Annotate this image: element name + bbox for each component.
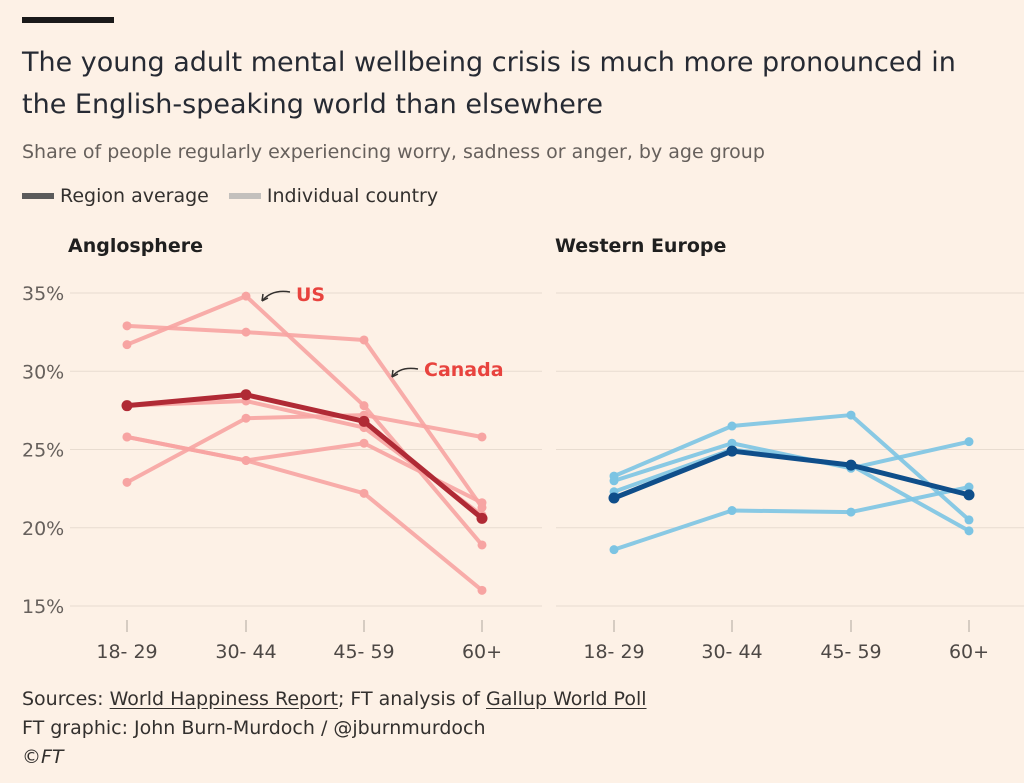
- anglosphere-panel-title: Anglosphere: [68, 235, 203, 257]
- anglosphere-country-point: [241, 327, 251, 337]
- ft-top-bar: [22, 17, 114, 23]
- y-tick-label: 15%: [22, 596, 64, 618]
- anglosphere-average-point: [240, 389, 252, 401]
- anglosphere-x-tick-label: 30- 44: [215, 641, 276, 663]
- canada-annotation-arrowhead: [391, 369, 399, 378]
- sources-line: Sources: World Happiness Report; FT anal…: [22, 685, 647, 714]
- anglosphere-x-tick-label: 18- 29: [96, 641, 157, 663]
- legend: Region average Individual country: [22, 185, 458, 207]
- anglosphere-country-point: [359, 438, 369, 448]
- canada-annotation-label: Canada: [424, 359, 504, 381]
- chart-subtitle: Share of people regularly experiencing w…: [22, 141, 765, 163]
- canada-annotation-arrow: [391, 367, 419, 378]
- y-tick-label: 35%: [22, 283, 64, 305]
- us-annotation-arrow: [261, 290, 291, 302]
- western-europe-country-line-3: [612, 447, 971, 533]
- copyright: ©FT: [22, 746, 64, 768]
- legend-item-region-average: Region average: [22, 185, 209, 207]
- western-europe-x-tick-label: 30- 44: [701, 641, 762, 663]
- legend-swatch-region: [22, 193, 54, 199]
- anglosphere-average-point: [358, 415, 370, 427]
- us-annotation-label: US: [296, 284, 325, 306]
- legend-swatch-country: [228, 193, 261, 199]
- anglosphere-country-point: [359, 335, 369, 345]
- western-europe-average-point: [845, 459, 857, 471]
- footer: Sources: World Happiness Report; FT anal…: [22, 685, 647, 772]
- anglosphere-country-point: [477, 498, 487, 508]
- anglosphere-country-point: [122, 432, 132, 442]
- western-europe-country-point: [727, 438, 737, 448]
- anglosphere-x-tick-label: 45- 59: [333, 641, 394, 663]
- legend-label-country: Individual country: [266, 185, 439, 207]
- source-link-gallup[interactable]: Gallup World Poll: [486, 688, 647, 710]
- source-link-world-happiness[interactable]: World Happiness Report: [109, 688, 338, 710]
- western-europe-country-point: [964, 526, 974, 536]
- sources-prefix: Sources:: [22, 688, 110, 710]
- western-europe-country-line-4: [612, 485, 971, 552]
- western-europe-country-point: [727, 506, 737, 516]
- western-europe-country-point: [609, 476, 619, 486]
- y-tick-label: 25%: [22, 440, 64, 462]
- anglosphere-country-point: [241, 413, 251, 423]
- anglosphere-country-point: [122, 340, 132, 350]
- western-europe-country-point: [964, 515, 974, 525]
- y-tick-label: 30%: [22, 361, 64, 383]
- western-europe-country-point: [846, 507, 856, 517]
- western-europe-country-point: [846, 410, 856, 420]
- anglosphere-country-point: [477, 432, 487, 442]
- anglosphere-country-point: [359, 401, 369, 411]
- western-europe-country-point: [727, 421, 737, 431]
- anglosphere-country-line-3: [125, 434, 484, 593]
- western-europe-average-point: [726, 445, 738, 457]
- anglosphere-country-point: [477, 540, 487, 550]
- western-europe-x-tick-label: 18- 29: [583, 641, 644, 663]
- western-europe-average-point: [608, 492, 620, 504]
- western-europe-x-tick-label: 45- 59: [820, 641, 881, 663]
- chart-title: The young adult mental wellbeing crisis …: [22, 47, 956, 120]
- anglosphere-country-point: [241, 455, 251, 465]
- anglosphere-country-point: [122, 477, 132, 487]
- legend-label-region: Region average: [60, 185, 209, 207]
- anglosphere-country-point: [122, 321, 132, 331]
- anglosphere-country-line-1: [125, 294, 484, 547]
- chart-area: Anglosphere 15% 20% 25% 30% 35% 18- 29 30- 44 45…: [22, 235, 1024, 663]
- western-europe-country-line-1: [612, 413, 971, 522]
- us-annotation-arrowhead: [261, 293, 269, 302]
- western-europe-average-point: [963, 489, 975, 501]
- anglosphere-country-line-2: [125, 323, 484, 510]
- y-tick-label: 20%: [22, 518, 64, 540]
- western-europe-x-tick-label: 60+: [949, 641, 989, 663]
- legend-item-individual-country: Individual country: [228, 185, 439, 207]
- anglosphere-average-point: [476, 512, 488, 524]
- western-europe-average-line: [611, 448, 972, 501]
- anglosphere-country-point: [477, 585, 487, 595]
- western-europe-country-point: [609, 545, 619, 555]
- anglosphere-country-line-5: [125, 434, 484, 505]
- anglosphere-average-line: [124, 392, 485, 521]
- sources-mid: ; FT analysis of: [337, 688, 486, 710]
- anglosphere-average-point: [121, 400, 133, 412]
- anglosphere-country-point: [359, 488, 369, 498]
- western-europe-country-point: [964, 482, 974, 492]
- credit-line: FT graphic: John Burn-Murdoch / @jburnmu…: [22, 717, 486, 739]
- western-europe-country-point: [964, 437, 974, 447]
- anglosphere-country-point: [241, 291, 251, 301]
- anglosphere-x-tick-label: 60+: [462, 641, 502, 663]
- western-europe-panel-title: Western Europe: [555, 235, 726, 257]
